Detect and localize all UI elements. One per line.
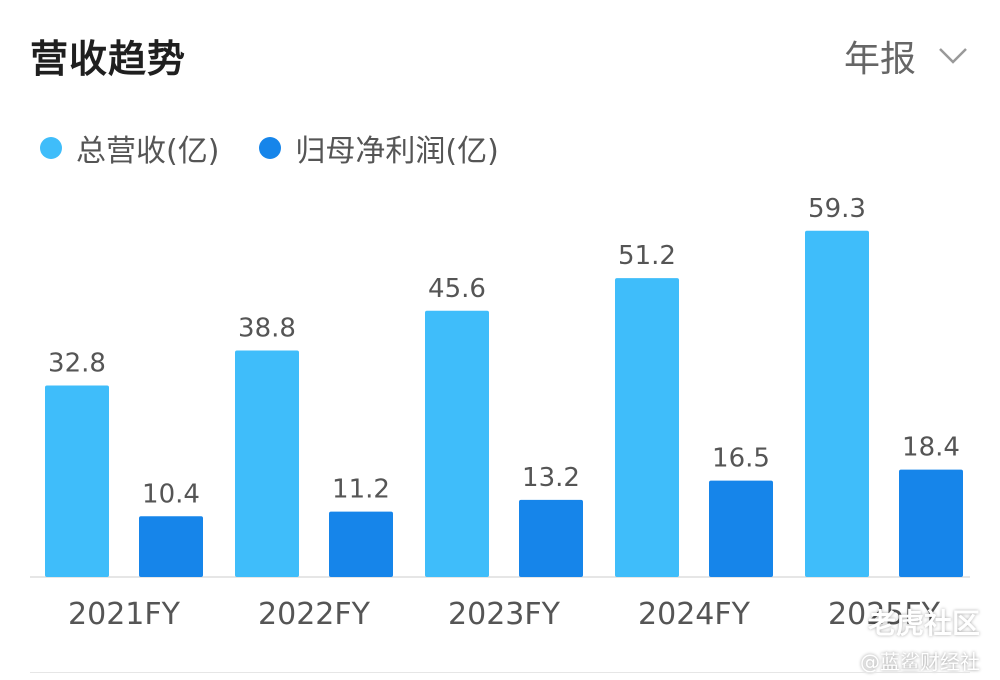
- bar-net-profit-2024FY[interactable]: [709, 480, 773, 577]
- bar-net-profit-2021FY[interactable]: [139, 516, 203, 577]
- x-tick-label-2025FY: 2025FY: [828, 597, 941, 632]
- bar-net-profit-2022FY[interactable]: [329, 511, 393, 577]
- legend-swatch-revenue: [40, 137, 62, 159]
- chart-legend: 总营收(亿) 归母净利润(亿): [40, 126, 499, 170]
- data-label-revenue-2025FY: 59.3: [808, 194, 866, 224]
- period-label: 年报: [843, 39, 916, 80]
- x-tick-label-2021FY: 2021FY: [68, 597, 181, 632]
- data-label-revenue-2021FY: 32.8: [48, 349, 106, 379]
- legend-label-revenue: 总营收(亿): [76, 134, 220, 169]
- data-label-revenue-2023FY: 45.6: [428, 274, 486, 304]
- legend-label-net-profit: 归母净利润(亿): [295, 134, 499, 169]
- legend-swatch-net-profit: [259, 137, 282, 159]
- bar-revenue-2024FY[interactable]: [615, 278, 679, 577]
- bar-revenue-2022FY[interactable]: [235, 350, 299, 577]
- period-dropdown[interactable]: 年报: [844, 30, 968, 82]
- legend-item-revenue[interactable]: 总营收(亿): [40, 126, 219, 170]
- watermark-author: @蓝鲨财经社: [860, 650, 980, 674]
- data-label-revenue-2024FY: 51.2: [618, 241, 676, 271]
- data-label-net-profit-2022FY: 11.2: [332, 475, 390, 505]
- x-tick-label-2024FY: 2024FY: [638, 597, 751, 632]
- bottom-divider: [30, 672, 970, 673]
- data-label-net-profit-2021FY: 10.4: [142, 479, 200, 509]
- bar-revenue-2025FY[interactable]: [805, 230, 869, 577]
- bar-net-profit-2023FY[interactable]: [519, 499, 583, 577]
- watermark-community: 老虎社区: [867, 607, 980, 640]
- x-tick-label-2023FY: 2023FY: [448, 597, 561, 632]
- chevron-down-icon: [939, 48, 967, 64]
- x-tick-label-2022FY: 2022FY: [258, 597, 371, 632]
- data-label-net-profit-2024FY: 16.5: [712, 444, 770, 474]
- legend-item-net-profit[interactable]: 归母净利润(亿): [259, 126, 499, 170]
- data-label-revenue-2022FY: 38.8: [238, 313, 296, 343]
- data-label-net-profit-2023FY: 13.2: [522, 463, 580, 493]
- chart-title: 营收趋势: [30, 37, 187, 81]
- data-label-net-profit-2025FY: 18.4: [902, 433, 960, 463]
- bar-net-profit-2025FY[interactable]: [899, 469, 963, 577]
- bar-revenue-2021FY[interactable]: [45, 385, 109, 577]
- bar-revenue-2023FY[interactable]: [425, 310, 489, 577]
